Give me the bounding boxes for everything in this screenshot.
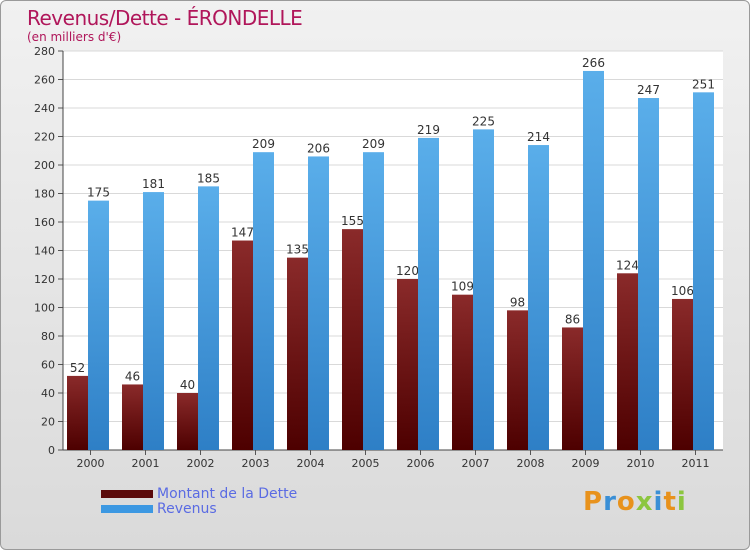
- bar-revenus: [143, 192, 164, 450]
- data-label: 251: [692, 77, 715, 91]
- y-tick-label: 200: [34, 159, 55, 172]
- x-tick-label: 2000: [77, 457, 105, 470]
- x-tick-label: 2005: [352, 457, 380, 470]
- bar-revenus: [253, 152, 274, 451]
- bar-debt: [342, 229, 363, 450]
- data-label: 209: [252, 137, 275, 151]
- data-label: 225: [472, 114, 495, 128]
- x-tick-label: 2008: [517, 457, 545, 470]
- data-label: 219: [417, 123, 440, 137]
- proxiti-logo: Proxiti: [583, 487, 687, 517]
- chart-title: Revenus/Dette - ÉRONDELLE: [27, 6, 303, 30]
- bar-revenus: [473, 129, 494, 450]
- y-tick-label: 80: [41, 330, 55, 343]
- data-label: 52: [70, 361, 85, 375]
- logo-letter: i: [676, 487, 687, 517]
- bar-debt: [232, 240, 253, 450]
- x-tick-label: 2004: [297, 457, 325, 470]
- data-label: 86: [565, 312, 580, 326]
- y-tick-label: 220: [34, 131, 55, 144]
- data-label: 98: [510, 295, 525, 309]
- data-label: 124: [616, 258, 639, 272]
- x-tick-label: 2006: [407, 457, 435, 470]
- x-tick-label: 2002: [187, 457, 215, 470]
- y-tick-label: 100: [34, 302, 55, 315]
- legend-label-debt: Montant de la Dette: [157, 486, 298, 502]
- y-tick-label: 40: [41, 387, 55, 400]
- bar-debt: [562, 327, 583, 450]
- data-label: 135: [286, 243, 309, 257]
- data-label: 155: [341, 214, 364, 228]
- bar-debt: [397, 279, 418, 450]
- data-label: 214: [527, 130, 550, 144]
- logo-letter: i: [653, 487, 664, 517]
- x-tick-label: 2007: [462, 457, 490, 470]
- legend-swatch-revenus: [101, 505, 153, 513]
- bar-revenus: [528, 145, 549, 451]
- plot-area: 0 20 40 60 80 100 120 140 160 180 200 220 240 260 280 5…: [34, 45, 723, 470]
- bar-debt: [122, 384, 143, 450]
- logo-letter: P: [583, 487, 604, 517]
- data-label: 209: [362, 137, 385, 151]
- bar-revenus: [363, 152, 384, 451]
- bar-debt: [617, 273, 638, 450]
- logo-letter: t: [663, 487, 677, 517]
- data-label: 40: [180, 378, 195, 392]
- legend-label-revenus: Revenus: [157, 501, 217, 517]
- y-tick-label: 180: [34, 188, 55, 201]
- x-tick-label: 2010: [627, 457, 655, 470]
- data-label: 120: [396, 264, 419, 278]
- bar-debt: [67, 375, 88, 450]
- x-tick-label: 2001: [132, 457, 160, 470]
- data-label: 46: [125, 369, 140, 383]
- y-tick-label: 160: [34, 216, 55, 229]
- bar-revenus: [583, 70, 604, 450]
- y-tick-label: 140: [34, 245, 55, 258]
- y-tick-label: 60: [41, 359, 55, 372]
- bar-revenus: [88, 200, 109, 450]
- logo-letter: r: [603, 487, 617, 517]
- bar-debt: [287, 257, 308, 450]
- x-tick-label: 2011: [682, 457, 710, 470]
- data-label: 106: [671, 284, 694, 298]
- bar-revenus: [693, 92, 714, 450]
- data-label: 206: [307, 141, 330, 155]
- bar-revenus: [418, 137, 439, 451]
- logo-letter: o: [616, 487, 636, 517]
- legend-swatch-debt: [101, 490, 153, 498]
- x-tick-label: 2003: [242, 457, 270, 470]
- data-label: 147: [231, 226, 254, 240]
- chart-subtitle: (en milliers d'€): [27, 30, 122, 44]
- y-tick-label: 240: [34, 102, 55, 115]
- bar-revenus: [638, 98, 659, 451]
- logo-letter: x: [635, 487, 654, 517]
- data-label: 266: [582, 56, 605, 70]
- data-label: 109: [451, 280, 474, 294]
- data-label: 175: [87, 186, 110, 200]
- y-tick-label: 20: [41, 416, 55, 429]
- bar-debt: [672, 298, 693, 450]
- data-label: 185: [197, 171, 220, 185]
- bar-debt: [177, 393, 198, 450]
- data-label: 181: [142, 177, 165, 191]
- y-tick-label: 120: [34, 273, 55, 286]
- bar-revenus: [198, 186, 219, 450]
- y-tick-label: 0: [48, 444, 55, 457]
- y-tick-label: 280: [34, 45, 55, 58]
- bar-revenus: [308, 156, 329, 450]
- bar-debt: [452, 294, 473, 450]
- data-label: 247: [637, 83, 660, 97]
- y-tick-label: 260: [34, 74, 55, 87]
- bar-debt: [507, 310, 528, 450]
- x-tick-label: 2009: [572, 457, 600, 470]
